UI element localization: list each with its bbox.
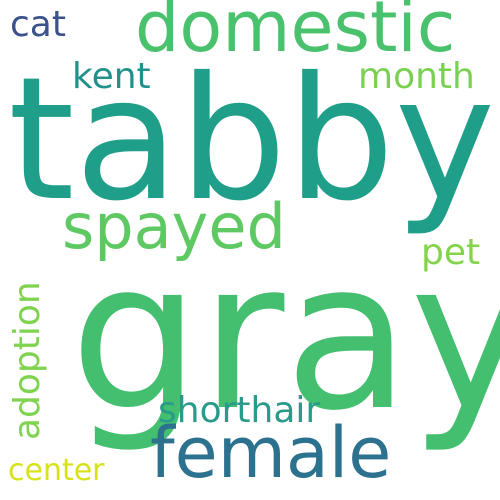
word-tabby: tabby bbox=[8, 41, 496, 239]
word-spayed: spayed bbox=[62, 190, 286, 263]
word-adoption: adoption bbox=[7, 281, 48, 440]
word-pet: pet bbox=[421, 232, 481, 273]
word-female: female bbox=[150, 412, 392, 494]
word-cat: cat bbox=[10, 4, 66, 45]
word-gray: gray bbox=[70, 218, 500, 456]
word-shorthair: shorthair bbox=[158, 390, 321, 431]
word-kent: kent bbox=[72, 56, 151, 97]
word-month: month bbox=[358, 56, 475, 97]
word-center: center bbox=[8, 453, 105, 488]
word-domestic: domestic bbox=[135, 0, 456, 68]
